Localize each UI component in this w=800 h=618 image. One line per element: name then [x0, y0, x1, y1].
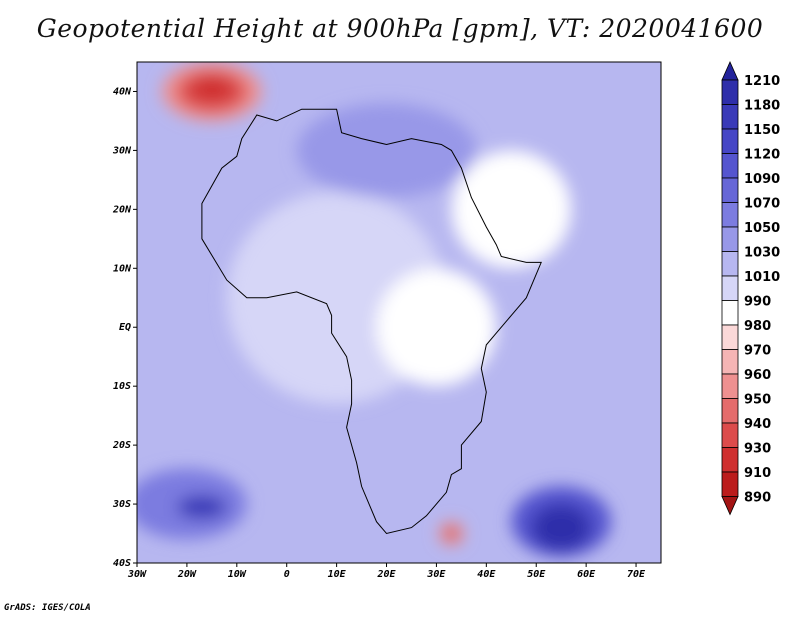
y-tick-label: 10N: [113, 263, 132, 274]
field-contour-region: [191, 76, 232, 101]
colorbar-segment: [721, 153, 739, 179]
credit-label: GrADS: IGES/COLA: [4, 603, 91, 613]
field-contour-region: [376, 268, 497, 387]
x-tick-label: 0: [284, 569, 290, 580]
field-contour-region: [176, 495, 227, 519]
x-tick-label: 30E: [426, 569, 446, 580]
y-tick-label: 40S: [113, 558, 131, 569]
y-tick-label: 10S: [113, 381, 131, 392]
colorbar-label: 1070: [744, 197, 780, 212]
field-contour-region: [531, 504, 592, 552]
colorbar-label: 950: [744, 393, 771, 408]
y-tick-label: 20S: [112, 440, 131, 451]
axis-labels: 30W 20W 10W 0 10E 20E 30E 40E 50E 60E 70E 40N 30N 20N…: [112, 86, 646, 580]
y-tick-label: 40N: [113, 86, 132, 97]
x-tick-label: 10E: [328, 569, 347, 580]
x-tick-label: 20W: [177, 569, 197, 580]
colorbar-segment: [721, 300, 739, 326]
africa-coastline: [201, 108, 542, 535]
colorbar-label: 960: [744, 368, 771, 383]
x-tick-label: 20E: [376, 569, 396, 580]
x-tick-label: 70E: [627, 569, 646, 580]
field-shading: [137, 62, 612, 558]
colorbar-label: 1150: [744, 123, 780, 138]
colorbar-segment: [721, 275, 739, 301]
plot-area: [137, 62, 661, 563]
colorbar-label: 1120: [744, 148, 780, 163]
colorbar-label: 1010: [744, 270, 780, 285]
field-contour-region: [445, 527, 458, 540]
colorbar-segment: [721, 202, 739, 228]
colorbar-label: 1030: [744, 246, 780, 261]
colorbar-top-arrow: [721, 61, 739, 81]
colorbar-segment: [721, 324, 739, 350]
y-tick-label: 20N: [112, 204, 132, 215]
colorbar-label: 980: [744, 319, 771, 334]
x-tick-label: 60E: [577, 569, 596, 580]
colorbar-label: 910: [744, 466, 771, 481]
x-tick-label: 30W: [127, 569, 147, 580]
chart-title: Geopotential Height at 900hPa [gpm], VT:…: [36, 14, 764, 43]
colorbar-segment: [721, 373, 739, 399]
colorbar-segment: [721, 447, 739, 473]
colorbar-label: 930: [744, 442, 771, 457]
colorbar-segment: [721, 177, 739, 203]
colorbar-label: 1180: [744, 99, 780, 114]
x-tick-label: 40E: [477, 569, 496, 580]
colorbar-label: 890: [744, 491, 771, 506]
x-tick-label: 10W: [228, 569, 247, 580]
colorbar-segment: [721, 349, 739, 375]
colorbar-segment: [721, 79, 739, 105]
x-tick-label: 50E: [527, 569, 546, 580]
colorbar-segment: [721, 422, 739, 448]
y-tick-label: 30N: [112, 145, 132, 156]
colorbar-segment: [721, 398, 739, 424]
colorbar-segment: [721, 226, 739, 252]
colorbar-label: 940: [744, 417, 771, 432]
geopotential-map: 30W 20W 10W 0 10E 20E 30E 40E 50E 60E 70E 40N 30N 20N…: [112, 61, 780, 580]
colorbar-segment: [721, 104, 739, 130]
colorbar-label: 970: [744, 344, 771, 359]
colorbar-segment: [721, 251, 739, 277]
colorbar-label: 1050: [744, 221, 780, 236]
colorbar-segment: [721, 128, 739, 154]
field-contour-region: [296, 103, 477, 198]
y-tick-label: 30S: [112, 499, 131, 510]
colorbar-label: 990: [744, 295, 771, 310]
field-contour-region: [451, 150, 572, 269]
colorbar: 1210 1180 1150 1120 1090 1070 1050 1030 1010 990 9…: [721, 61, 780, 516]
plot-frame: [136, 61, 662, 564]
y-tick-label: EQ: [119, 322, 131, 333]
colorbar-label: 1210: [744, 74, 780, 89]
colorbar-bottom-arrow: [721, 496, 739, 516]
colorbar-segment: [721, 471, 739, 497]
colorbar-label: 1090: [744, 172, 780, 187]
